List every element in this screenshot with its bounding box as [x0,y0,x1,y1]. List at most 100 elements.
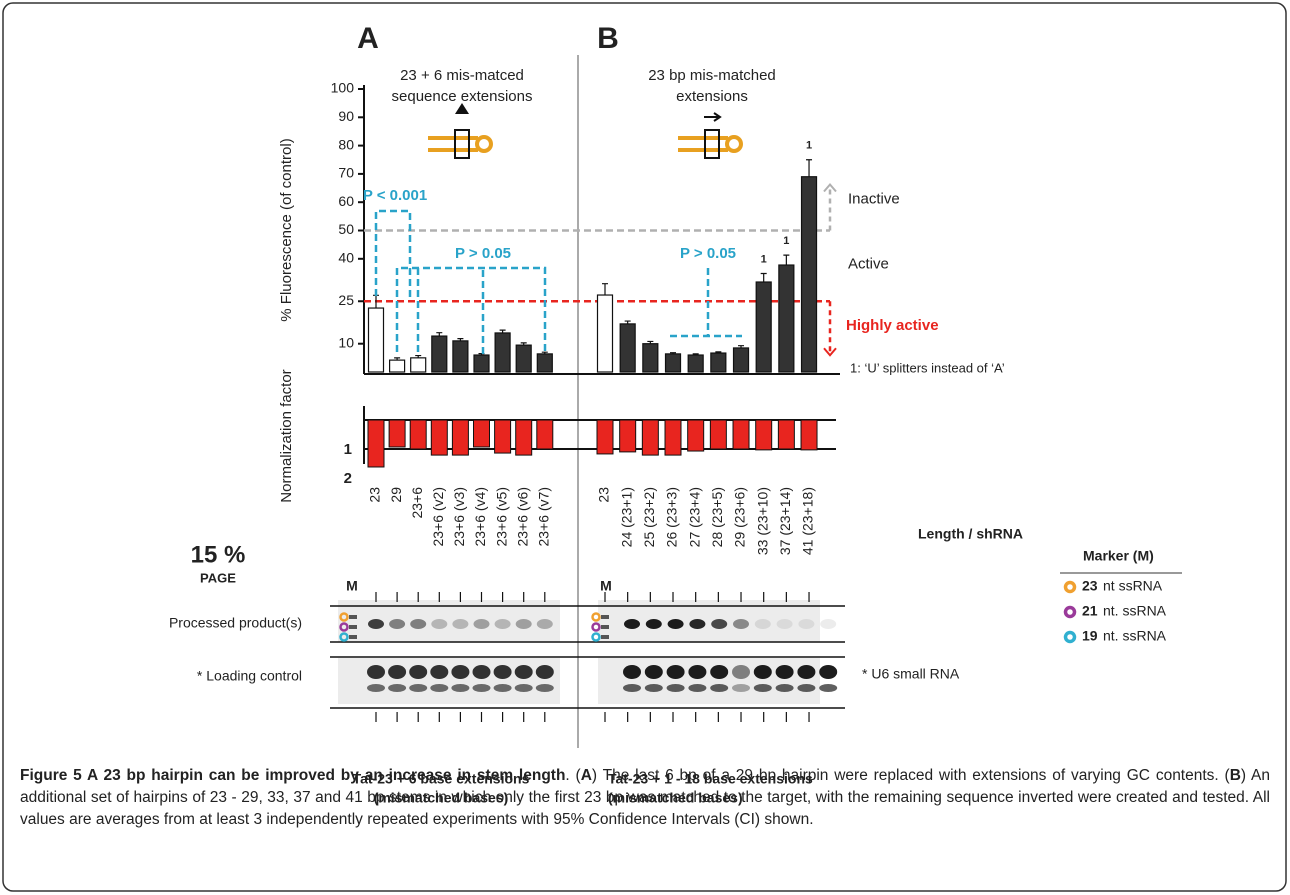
caption-text: Figure 5 A 23 bp hairpin can be improved… [20,767,566,784]
x-tick-label: 25 (23+2) [641,487,657,547]
gel-row-label: * Loading control [197,668,302,684]
y-tick-label: 100 [331,80,355,96]
norm-bar [709,419,727,450]
gel-band [493,665,512,679]
marker-dot [591,622,601,632]
bar [664,353,682,373]
panel-heading: sequence extensions [392,88,533,105]
norm-bar [800,419,818,451]
marker-band [601,635,609,639]
panel-heading: 23 + 6 mis-matced [400,67,524,84]
gel-band [666,665,685,679]
panel-footer: (mismatched bases) [374,790,509,806]
y-tick-label: 60 [338,193,354,209]
gel-band [689,619,706,629]
gel-band [820,619,837,629]
error-bar [806,159,813,177]
caption-text: ) An additional set of hairpins of 23 - … [20,767,1270,828]
error-bar [541,351,548,354]
caption-text: ) The last 6 bp of a 29 bp hairpin were … [591,767,1230,784]
gel-band [733,619,749,629]
gel-band [732,684,750,692]
x-tick-label: 23+6 [409,487,425,519]
norm-bar [732,419,750,450]
p-value: P < 0.001 [363,187,427,204]
marker-dot [339,622,349,632]
p-value: P > 0.05 [680,245,736,262]
y-tick-label: 25 [338,292,354,308]
bar [710,352,727,373]
legend-label: nt. ssRNA [1103,603,1167,619]
gel-band [535,684,554,692]
y-tick-label: 90 [338,108,354,124]
gel-band [688,665,707,679]
error-bar [738,345,745,348]
gel-band [798,619,815,629]
x-tick-label: 23+6 (v5) [493,487,509,547]
error-bar [624,320,631,324]
caption-text: . ( [565,767,581,784]
gel-subtitle: PAGE [200,570,236,585]
error-bar [436,332,443,337]
bar [410,357,427,373]
norm-bar [596,419,614,455]
gel-band [624,619,640,629]
x-tick-label: 23+6 (v3) [451,487,467,547]
gel-band [710,665,729,679]
norm-bar [451,419,469,456]
marker-dot [339,632,349,642]
error-bar [760,272,767,283]
gel-band [623,684,641,692]
legend-title: Marker (M) [1083,548,1154,564]
x-tick-label: 24 (23+1) [618,487,634,547]
gel-band [515,619,532,629]
error-bar [394,357,401,361]
gel-band [514,684,533,692]
y-tick-label: 50 [338,221,354,237]
y-tick-label: 10 [338,334,354,350]
p-value: P > 0.05 [455,245,511,262]
panel-footer: Tat-23 + 6 base extensions [353,771,530,787]
panel-label: B [597,22,619,55]
error-bar [499,329,506,333]
x-tick-label: 23 [367,487,383,503]
norm-bar [430,419,448,456]
error-bar [520,342,527,346]
threshold-arrowhead [823,182,837,193]
gel-band [819,684,838,692]
significance-bracket [395,266,547,354]
error-bar [457,338,464,341]
y-axis-label: % Fluorescence (of control) [278,138,295,321]
bar [515,344,532,373]
marker-dot [591,632,601,642]
hairpin-icon [428,103,493,159]
legend-size: 21 [1082,603,1098,619]
x-tick-label: 41 (23+18) [800,487,816,555]
legend-swatch [1063,630,1077,644]
bar-note: 1 [806,140,812,152]
gel-band [389,619,406,629]
x-tick-label: 37 (23+14) [777,487,793,555]
threshold-label: Inactive [848,190,900,207]
norm-bar [473,419,490,448]
gel-band [430,684,449,692]
norm-bar [536,419,554,450]
bar [619,323,636,373]
x-tick-label: 23+6 (v2) [430,487,446,547]
panel-heading: 23 bp mis-matched [648,67,776,84]
x-tick-label: 23+6 (v6) [514,487,530,547]
gel-band [776,619,793,629]
threshold-arrowhead [823,347,837,357]
legend-swatch [1063,580,1077,594]
footnote: 1: ‘U’ splitters instead of ‘A’ [850,360,1005,375]
error-bar [783,254,790,266]
gel-frame [330,605,845,709]
gel-band [451,684,470,692]
norm-bar [664,419,682,456]
bar [596,294,614,373]
gel-title: 15 % [191,541,246,568]
gel-image [598,658,820,704]
gel-band [431,619,448,629]
gel-band [388,665,407,679]
